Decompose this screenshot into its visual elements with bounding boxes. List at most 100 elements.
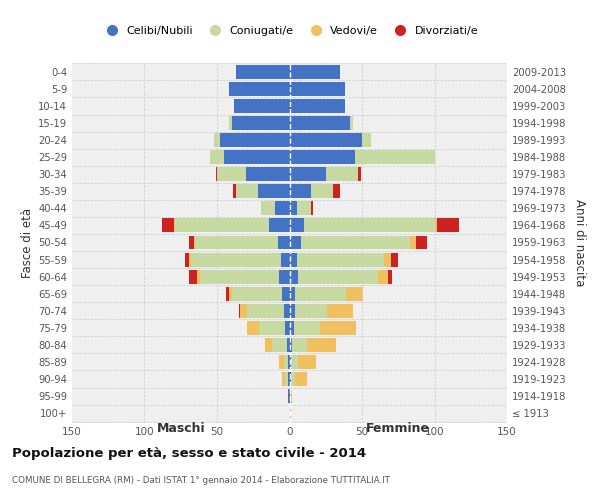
Bar [297,202,311,215]
Bar [284,355,288,369]
Bar [288,372,290,386]
Bar [229,116,232,130]
Bar [280,270,290,283]
Bar [311,202,313,215]
Bar [226,286,229,300]
Bar [280,355,284,369]
Bar [290,150,355,164]
Bar [291,372,295,386]
Bar [197,270,200,283]
Bar [384,252,391,266]
Bar [358,168,361,181]
Bar [233,184,236,198]
Bar [175,218,269,232]
Bar [185,252,190,266]
Bar [217,168,246,181]
Bar [290,304,295,318]
Bar [355,150,434,164]
Bar [239,304,240,318]
Bar [278,236,290,250]
Bar [298,270,378,283]
Bar [190,236,194,250]
Bar [434,218,437,232]
Text: COMUNE DI BELLEGRA (RM) - Dati ISTAT 1° gennaio 2014 - Elaborazione TUTTITALIA.I: COMUNE DI BELLEGRA (RM) - Dati ISTAT 1° … [12,476,390,485]
Bar [214,133,220,147]
Bar [290,252,297,266]
Bar [272,338,287,352]
Bar [307,338,336,352]
Bar [437,218,459,232]
Bar [290,168,326,181]
Bar [378,270,388,283]
Bar [288,355,290,369]
Bar [295,286,346,300]
Bar [391,252,398,266]
Text: Maschi: Maschi [157,422,205,434]
Bar [290,355,291,369]
Bar [191,252,281,266]
Text: Popolazione per età, sesso e stato civile - 2014: Popolazione per età, sesso e stato civil… [12,448,366,460]
Bar [290,184,311,198]
Bar [240,304,247,318]
Bar [236,65,290,79]
Bar [290,236,301,250]
Bar [326,168,358,181]
Bar [290,99,344,113]
Bar [246,168,290,181]
Bar [290,372,291,386]
Bar [190,252,191,266]
Bar [190,270,197,283]
Bar [269,218,290,232]
Bar [290,133,362,147]
Bar [229,286,232,300]
Bar [232,286,282,300]
Bar [290,389,291,403]
Bar [290,338,292,352]
Bar [304,218,434,232]
Bar [285,372,288,386]
Bar [236,184,257,198]
Bar [291,355,298,369]
Bar [215,168,217,181]
Bar [290,270,298,283]
Bar [297,252,384,266]
Bar [320,321,356,335]
Bar [290,65,340,79]
Bar [260,202,275,215]
Y-axis label: Fasce di età: Fasce di età [21,208,34,278]
Bar [290,218,304,232]
Bar [416,236,427,250]
Bar [362,133,371,147]
Bar [290,82,344,96]
Bar [247,304,284,318]
Bar [235,99,290,113]
Bar [287,338,290,352]
Bar [290,202,297,215]
Bar [327,304,353,318]
Bar [210,150,224,164]
Bar [294,321,320,335]
Bar [292,338,307,352]
Bar [275,202,290,215]
Bar [173,218,175,232]
Bar [265,338,272,352]
Bar [200,270,280,283]
Bar [282,286,290,300]
Bar [220,133,290,147]
Bar [290,116,350,130]
Bar [195,236,278,250]
Bar [290,321,294,335]
Bar [295,372,307,386]
Bar [247,321,259,335]
Bar [311,184,333,198]
Bar [285,321,290,335]
Bar [301,236,410,250]
Bar [350,116,353,130]
Bar [333,184,340,198]
Bar [257,184,290,198]
Bar [388,270,392,283]
Bar [290,286,295,300]
Text: Femmine: Femmine [366,422,430,434]
Bar [281,252,290,266]
Bar [162,218,173,232]
